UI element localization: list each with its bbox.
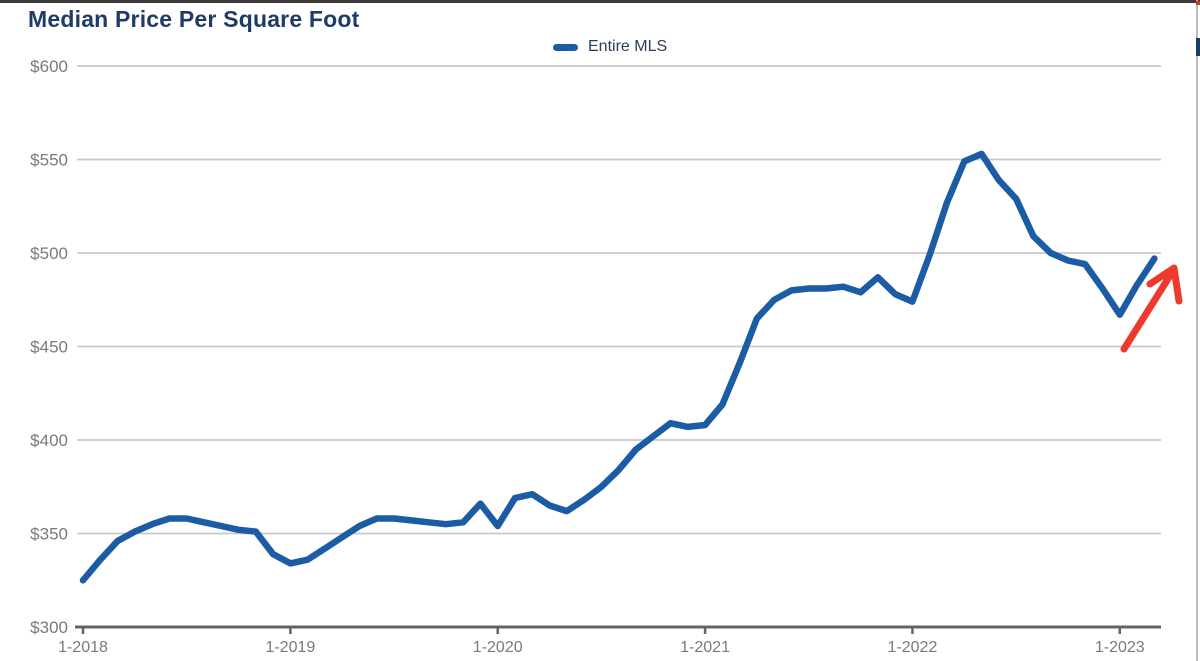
edge-red-dot <box>1196 1 1200 5</box>
screen-right-edge <box>1196 0 1198 661</box>
legend-line-marker-icon <box>553 43 578 51</box>
screen-top-edge <box>0 0 1200 3</box>
y-axis-tick-label: $600 <box>30 57 68 76</box>
x-axis-tick-label: 1-2019 <box>265 639 315 656</box>
y-axis-tick-label: $550 <box>30 151 68 170</box>
trend-arrow-annotation <box>1120 264 1183 353</box>
x-axis-tick-label: 1-2020 <box>473 639 523 656</box>
price-line-series <box>79 150 1158 584</box>
x-axis-tick-label: 1-2022 <box>888 639 938 656</box>
y-axis-tick-label: $300 <box>30 618 68 637</box>
y-axis-tick-label: $450 <box>30 338 68 357</box>
legend-label: Entire MLS <box>588 38 668 55</box>
y-axis-tick-label: $400 <box>30 431 68 450</box>
x-axis-tick-label: 1-2018 <box>58 639 108 656</box>
page-title: Median Price Per Square Foot <box>28 6 360 32</box>
y-axis-tick-label: $350 <box>30 525 68 544</box>
x-axis-tick-label: 1-2023 <box>1095 639 1145 656</box>
scrollbar-fragment <box>1196 38 1200 56</box>
y-axis-tick-label: $500 <box>30 244 68 263</box>
x-axis-tick-label: 1-2021 <box>680 639 730 656</box>
legend: Entire MLS <box>553 38 667 56</box>
